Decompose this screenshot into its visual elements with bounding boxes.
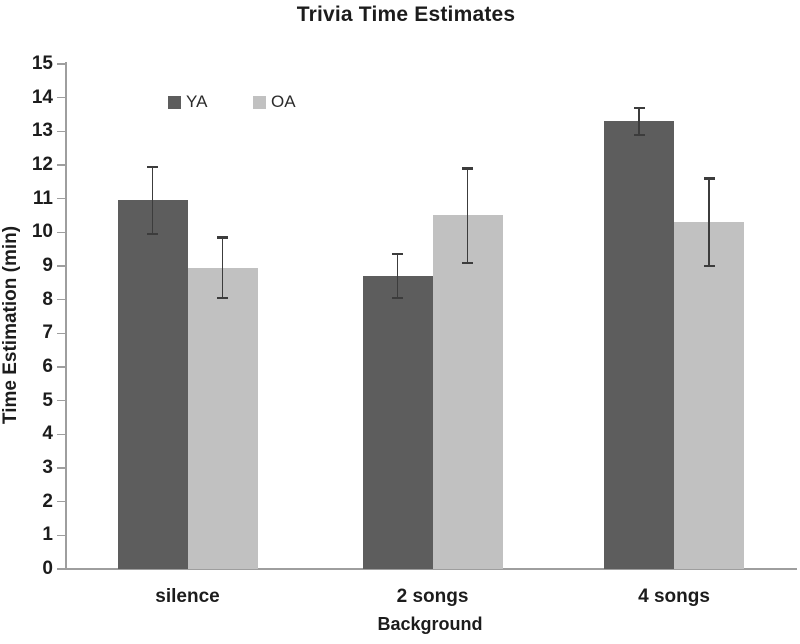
error-bar-line [708, 178, 710, 266]
error-bar-cap [462, 261, 473, 264]
legend-swatch-oa-icon [253, 95, 266, 109]
error-bar-cap [462, 167, 473, 170]
y-tick-mark [57, 366, 65, 368]
x-category-label: silence [155, 586, 220, 607]
y-tick-mark [57, 433, 65, 436]
error-bar-line [151, 166, 154, 234]
y-tick-label: 12 [31, 153, 53, 175]
y-tick-mark [57, 298, 65, 301]
y-tick-label: 8 [42, 288, 53, 310]
y-tick-label: 2 [42, 490, 53, 512]
error-bar-cap [147, 165, 158, 168]
y-tick-label: 6 [42, 355, 53, 377]
legend-swatch-ya-icon [168, 95, 181, 109]
y-axis-line [65, 62, 67, 570]
legend-item-ya: YA [168, 93, 207, 111]
y-tick-mark [57, 568, 65, 570]
error-bar-line [466, 168, 469, 263]
error-bar-cap [147, 233, 158, 236]
y-tick-mark [57, 265, 65, 267]
y-tick-mark [57, 399, 65, 402]
y-tick-mark [57, 534, 65, 537]
y-tick-label: 10 [31, 221, 53, 243]
y-tick-mark [57, 231, 65, 234]
error-bar-cap [217, 296, 228, 300]
y-tick-mark [57, 197, 65, 200]
error-bar-cap [633, 106, 645, 109]
error-bar-line [396, 254, 399, 298]
y-tick-label: 13 [31, 120, 53, 142]
y-tick-mark [57, 130, 65, 133]
x-axis-title: Background [377, 614, 483, 634]
error-bar-cap [392, 253, 403, 256]
y-tick-mark [57, 467, 65, 469]
error-bar-cap [633, 133, 645, 136]
y-tick-mark [57, 332, 65, 335]
y-tick-mark [57, 500, 65, 503]
y-tick-mark [57, 164, 65, 166]
x-category-label: 4 songs [638, 586, 710, 607]
y-tick-label: 3 [42, 456, 53, 478]
error-bar-cap [703, 177, 715, 180]
y-tick-label: 1 [42, 524, 53, 546]
y-tick-mark [57, 63, 65, 65]
bar-oa-silence [187, 267, 258, 569]
y-tick-label: 5 [42, 389, 53, 411]
bar-ya-4-songs [604, 121, 674, 569]
chart-title: Trivia Time Estimates [296, 3, 516, 26]
y-tick-mark [57, 96, 65, 99]
y-tick-label: 15 [31, 52, 53, 74]
y-tick-label: 14 [31, 86, 53, 108]
legend-label-oa: OA [271, 92, 296, 111]
error-bar-cap [217, 236, 228, 239]
error-bar-cap [392, 296, 403, 300]
legend-label-ya: YA [186, 92, 208, 111]
legend-item-oa: OA [253, 93, 296, 111]
y-tick-label: 4 [42, 423, 53, 445]
bar-oa-2-songs [432, 215, 503, 569]
bar-ya-silence [117, 200, 188, 569]
y-tick-label: 9 [42, 254, 53, 276]
bar-ya-2-songs [362, 276, 433, 569]
y-tick-label: 0 [42, 558, 53, 579]
x-category-label: 2 songs [396, 586, 469, 607]
error-bar-cap [703, 264, 715, 268]
y-tick-label: 11 [32, 187, 53, 209]
y-tick-label: 7 [42, 322, 53, 344]
bar-oa-4-songs [674, 222, 744, 569]
error-bar-line [221, 237, 224, 298]
error-bar-line [638, 107, 640, 135]
